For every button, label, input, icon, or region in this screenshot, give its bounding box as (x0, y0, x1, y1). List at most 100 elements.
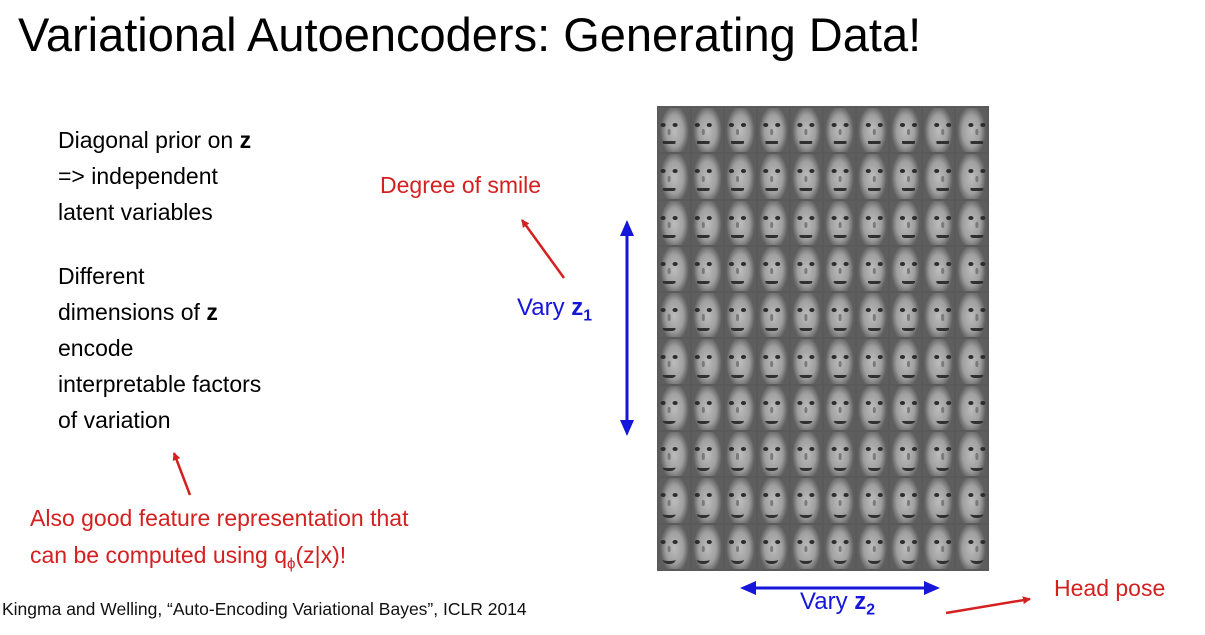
generated-face (956, 108, 987, 153)
bullet-dimensions: Different dimensions of z encode interpr… (58, 258, 348, 438)
generated-face (692, 524, 723, 569)
generated-face (725, 293, 756, 338)
generated-face (692, 246, 723, 292)
generated-face (857, 385, 888, 431)
generated-face (791, 385, 822, 431)
bullet-line: of variation (58, 407, 171, 433)
generated-face (923, 524, 954, 569)
generated-face (659, 385, 690, 431)
generated-face (791, 432, 822, 477)
generated-face (824, 339, 855, 384)
generated-face (659, 478, 690, 523)
generated-face (659, 432, 690, 477)
generated-face (956, 200, 987, 245)
generated-face (890, 108, 921, 153)
generated-face (923, 293, 954, 338)
generated-face (659, 154, 690, 199)
generated-face (791, 154, 822, 199)
generated-face (725, 478, 756, 523)
generated-face (857, 246, 888, 292)
smile-pointer-arrow (520, 219, 566, 279)
generated-face (725, 154, 756, 199)
generated-face (890, 524, 921, 569)
generated-face (692, 200, 723, 245)
generated-face (791, 339, 822, 384)
generated-face (659, 200, 690, 245)
variation-pointer-arrow (172, 452, 192, 496)
generated-face (725, 339, 756, 384)
generated-face (725, 108, 756, 153)
bullet-line: interpretable factors (58, 371, 262, 397)
generated-face (791, 524, 822, 569)
generated-face (725, 432, 756, 477)
generated-face (659, 524, 690, 569)
generated-face (956, 478, 987, 523)
generated-face (659, 293, 690, 338)
generated-face (791, 478, 822, 523)
generated-face (923, 478, 954, 523)
generated-face (758, 293, 789, 338)
generated-face (758, 154, 789, 199)
generated-face (758, 108, 789, 153)
generated-face (758, 524, 789, 569)
generated-face (857, 339, 888, 384)
generated-face (692, 108, 723, 153)
slide-title: Variational Autoencoders: Generating Dat… (18, 8, 922, 61)
generated-face (824, 478, 855, 523)
generated-face (824, 385, 855, 431)
generated-face (956, 385, 987, 431)
generated-face (758, 200, 789, 245)
generated-face (725, 385, 756, 431)
vary-z1-label: Vary z1 (517, 294, 593, 325)
generated-face (692, 478, 723, 523)
generated-face (857, 293, 888, 338)
generated-face (890, 339, 921, 384)
generated-face (692, 432, 723, 477)
generated-face (791, 293, 822, 338)
generated-face (890, 154, 921, 199)
generated-face (857, 432, 888, 477)
generated-face (824, 246, 855, 292)
generated-face (725, 524, 756, 569)
generated-face (692, 339, 723, 384)
vary-z1-arrow (620, 220, 634, 436)
generated-face (923, 108, 954, 153)
generated-face (890, 478, 921, 523)
bullet-line: latent variables (58, 199, 213, 225)
generated-face (956, 432, 987, 477)
generated-face (758, 385, 789, 431)
bullet-line: encode (58, 335, 134, 361)
generated-face (923, 432, 954, 477)
degree-of-smile-label: Degree of smile (380, 172, 542, 198)
generated-face (824, 432, 855, 477)
bullet-line: dimensions of z (58, 299, 218, 325)
generated-face (824, 200, 855, 245)
bullet-text: Diagonal prior on z => independent laten… (58, 122, 348, 466)
generated-face (956, 339, 987, 384)
generated-face (758, 432, 789, 477)
generated-face (857, 200, 888, 245)
generated-face (923, 200, 954, 245)
generated-face (956, 246, 987, 292)
generated-face (923, 339, 954, 384)
bullet-line: Diagonal prior on z (58, 127, 252, 153)
generated-face (857, 108, 888, 153)
head-pose-pointer-arrow (945, 596, 1031, 615)
generated-face (824, 524, 855, 569)
generated-face (890, 200, 921, 245)
generated-face (824, 154, 855, 199)
generated-face (659, 246, 690, 292)
generated-face (692, 293, 723, 338)
generated-face (890, 432, 921, 477)
generated-face (692, 385, 723, 431)
generated-face (890, 385, 921, 431)
generated-face (890, 246, 921, 292)
generated-face (923, 246, 954, 292)
generated-face (890, 293, 921, 338)
generated-face (791, 200, 822, 245)
generated-face (824, 108, 855, 153)
bullet-diagonal-prior: Diagonal prior on z => independent laten… (58, 122, 348, 230)
generated-face (758, 478, 789, 523)
generated-face (659, 108, 690, 153)
generated-face (791, 246, 822, 292)
